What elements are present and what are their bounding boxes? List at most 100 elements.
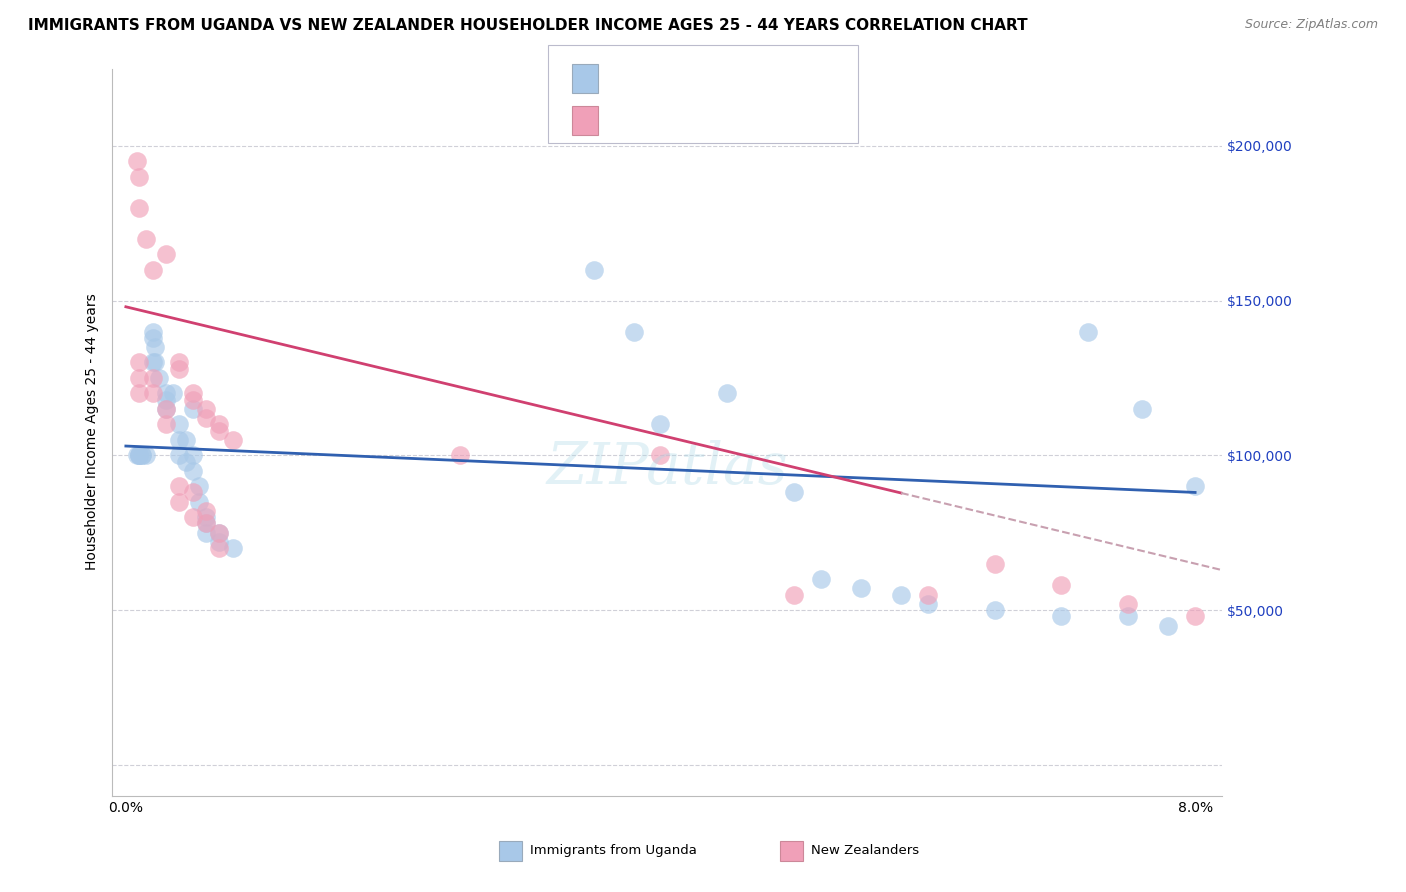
Point: [143, 355, 166, 369]
Point: [983, 557, 1005, 571]
Point: [128, 355, 150, 369]
Point: [650, 448, 672, 462]
Point: [169, 494, 191, 508]
Point: [208, 525, 231, 540]
Point: [1184, 609, 1206, 624]
Point: [181, 485, 204, 500]
Text: Immigrants from Uganda: Immigrants from Uganda: [530, 845, 697, 857]
Point: [195, 411, 218, 425]
Text: N =: N =: [731, 118, 765, 132]
Point: [1116, 597, 1139, 611]
Point: [174, 433, 197, 447]
Point: [128, 386, 150, 401]
Point: [181, 464, 204, 478]
Text: New Zealanders: New Zealanders: [811, 845, 920, 857]
Point: [1050, 578, 1073, 592]
Point: [917, 588, 939, 602]
Point: [128, 448, 150, 462]
Point: [155, 247, 177, 261]
Point: [195, 525, 218, 540]
Point: [195, 504, 218, 518]
Point: [917, 597, 939, 611]
Point: [169, 417, 191, 432]
Point: [181, 510, 204, 524]
Point: [195, 510, 218, 524]
Point: [849, 582, 872, 596]
Point: [1184, 479, 1206, 493]
Point: [208, 424, 231, 438]
Point: [195, 401, 218, 416]
Point: [650, 417, 672, 432]
Point: [142, 325, 165, 339]
Point: [155, 386, 177, 401]
Point: [783, 485, 806, 500]
Point: [1116, 609, 1139, 624]
Point: [142, 262, 165, 277]
Text: -0.435: -0.435: [644, 118, 693, 132]
Point: [131, 448, 153, 462]
Point: [449, 448, 471, 462]
Point: [181, 392, 204, 407]
Point: [135, 448, 157, 462]
Point: [155, 392, 177, 407]
Point: [143, 340, 166, 354]
Text: R =: R =: [609, 118, 643, 132]
Point: [162, 386, 184, 401]
Point: [783, 588, 806, 602]
Point: [169, 361, 191, 376]
Point: [716, 386, 738, 401]
Point: [582, 262, 605, 277]
Point: [169, 448, 191, 462]
Point: [169, 355, 191, 369]
Point: [131, 448, 153, 462]
Point: [155, 401, 177, 416]
Point: [125, 448, 148, 462]
Point: [208, 525, 231, 540]
Point: [128, 169, 150, 184]
Point: [188, 494, 211, 508]
Point: [169, 479, 191, 493]
Point: [128, 371, 150, 385]
Point: [142, 331, 165, 345]
Point: [135, 232, 157, 246]
Point: [181, 448, 204, 462]
Point: [142, 355, 165, 369]
Point: [142, 386, 165, 401]
Point: [188, 479, 211, 493]
Text: R =: R =: [609, 76, 643, 90]
Point: [181, 401, 204, 416]
Text: 49: 49: [766, 76, 787, 90]
Point: [195, 516, 218, 531]
Point: [169, 433, 191, 447]
Point: [148, 371, 170, 385]
Point: [810, 572, 832, 586]
Point: [890, 588, 912, 602]
Point: [174, 454, 197, 468]
Point: [983, 603, 1005, 617]
Point: [128, 448, 150, 462]
Point: [222, 433, 245, 447]
Text: ZIPatlas: ZIPatlas: [547, 441, 787, 497]
Point: [1130, 401, 1153, 416]
Point: [142, 371, 165, 385]
Text: IMMIGRANTS FROM UGANDA VS NEW ZEALANDER HOUSEHOLDER INCOME AGES 25 - 44 YEARS CO: IMMIGRANTS FROM UGANDA VS NEW ZEALANDER …: [28, 18, 1028, 33]
Text: -0.073: -0.073: [644, 76, 693, 90]
Point: [1157, 618, 1180, 632]
Point: [1050, 609, 1073, 624]
Point: [128, 448, 150, 462]
Point: [208, 535, 231, 549]
Point: [155, 417, 177, 432]
Text: 38: 38: [766, 118, 787, 132]
Y-axis label: Householder Income Ages 25 - 44 years: Householder Income Ages 25 - 44 years: [86, 293, 100, 571]
Text: Source: ZipAtlas.com: Source: ZipAtlas.com: [1244, 18, 1378, 31]
Point: [155, 401, 177, 416]
Point: [208, 541, 231, 556]
Point: [195, 516, 218, 531]
Point: [623, 325, 645, 339]
Point: [128, 201, 150, 215]
Point: [125, 154, 148, 169]
Text: N =: N =: [731, 76, 765, 90]
Point: [1077, 325, 1099, 339]
Point: [222, 541, 245, 556]
Point: [208, 417, 231, 432]
